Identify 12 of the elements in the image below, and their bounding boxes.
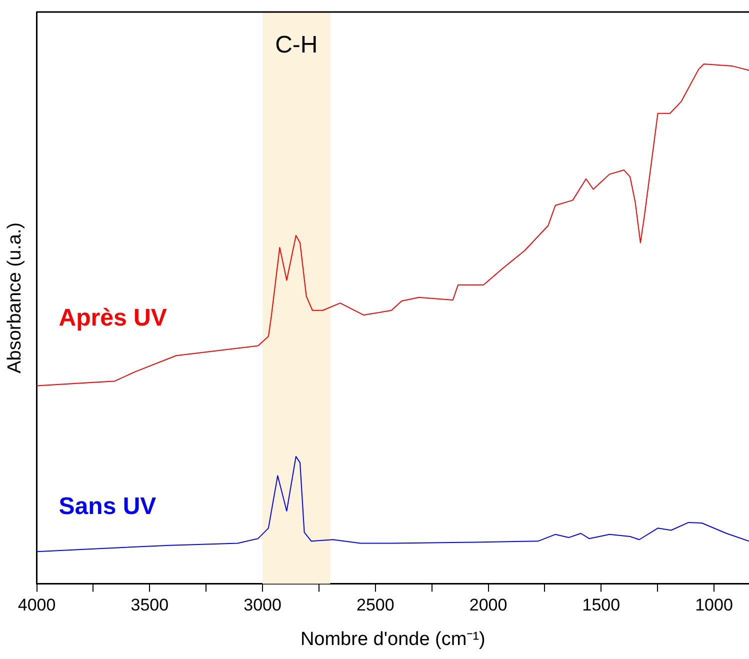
y-axis-title: Absorbance (u.a.) — [4, 222, 26, 374]
x-axis-title: Nombre d'onde (cm⁻¹) — [300, 628, 486, 650]
x-tick-label: 4000 — [18, 596, 56, 615]
series-label: Après UV — [58, 304, 167, 332]
x-tick-label: 2000 — [469, 596, 508, 615]
band-label: C-H — [275, 32, 318, 59]
series-label: Sans UV — [58, 493, 156, 520]
x-tick-label: 1000 — [695, 596, 733, 615]
x-tick-label: 2500 — [356, 596, 394, 615]
x-tick-label: 3500 — [130, 596, 169, 615]
x-tick-label: 1500 — [582, 596, 620, 615]
x-tick-label: 3000 — [244, 596, 282, 615]
